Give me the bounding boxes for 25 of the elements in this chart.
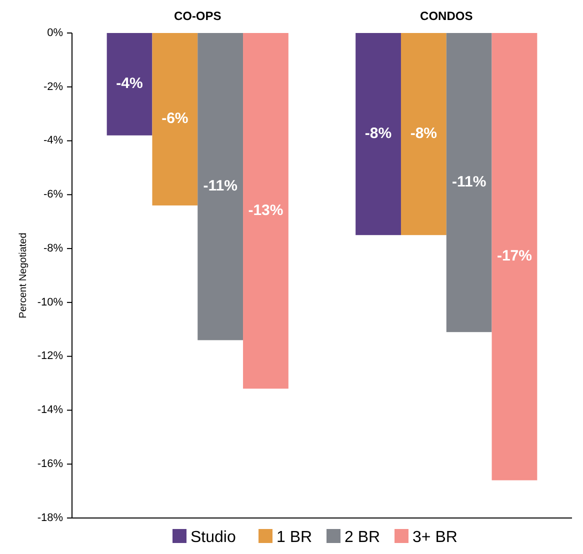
y-tick-label: -14% xyxy=(37,404,64,416)
data-label: -8% xyxy=(364,125,392,142)
y-tick-label: -2% xyxy=(43,80,64,93)
x-tick-label: CO-OPS xyxy=(174,9,222,23)
data-label: -11% xyxy=(203,178,238,195)
legend-label: 3+ BR xyxy=(412,529,458,546)
data-label: -13% xyxy=(248,202,284,219)
y-tick-label: -6% xyxy=(43,188,64,201)
data-label: -11% xyxy=(452,174,486,191)
data-label: -4% xyxy=(116,75,143,92)
legend-label: 1 BR xyxy=(276,529,312,546)
y-tick-label: -18% xyxy=(37,512,64,524)
data-label: -8% xyxy=(410,125,438,142)
y-tick-label: -16% xyxy=(37,458,64,470)
data-label: -6% xyxy=(162,110,188,128)
y-tick-label: 0% xyxy=(47,26,64,39)
y-tick-label: -4% xyxy=(43,134,64,147)
legend-label: 2 BR xyxy=(344,529,380,546)
y-tick-label: -12% xyxy=(37,350,64,362)
y-tick-label: -8% xyxy=(43,242,64,254)
y-tick-label: -10% xyxy=(37,296,64,308)
data-label: -17% xyxy=(496,248,532,265)
legend-label: Studio xyxy=(190,529,236,546)
y-axis-title: Percent Negotiated xyxy=(18,232,29,318)
x-tick-label: CONDOS xyxy=(420,9,473,23)
